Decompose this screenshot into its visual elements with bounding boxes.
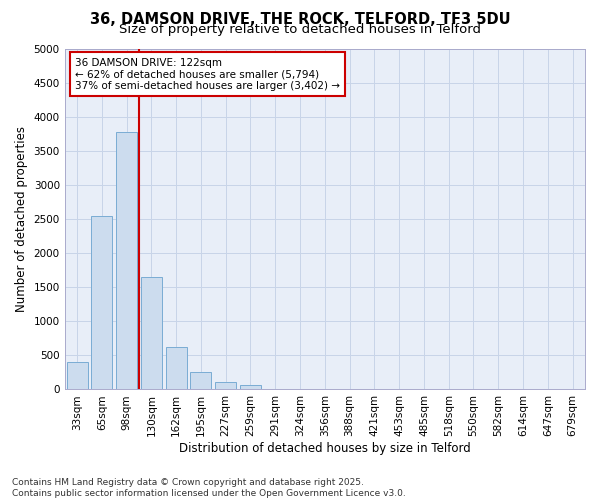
Bar [240, 386, 261, 390]
Bar [116, 132, 137, 390]
Text: Size of property relative to detached houses in Telford: Size of property relative to detached ho… [119, 22, 481, 36]
Text: 36 DAMSON DRIVE: 122sqm
← 62% of detached houses are smaller (5,794)
37% of semi: 36 DAMSON DRIVE: 122sqm ← 62% of detache… [75, 58, 340, 90]
Y-axis label: Number of detached properties: Number of detached properties [15, 126, 28, 312]
Bar [67, 362, 88, 390]
Bar [215, 382, 236, 390]
Text: Contains HM Land Registry data © Crown copyright and database right 2025.
Contai: Contains HM Land Registry data © Crown c… [12, 478, 406, 498]
Bar [91, 216, 112, 390]
Bar [166, 347, 187, 390]
Text: 36, DAMSON DRIVE, THE ROCK, TELFORD, TF3 5DU: 36, DAMSON DRIVE, THE ROCK, TELFORD, TF3… [89, 12, 511, 28]
Bar [190, 372, 211, 390]
Bar [141, 277, 162, 390]
X-axis label: Distribution of detached houses by size in Telford: Distribution of detached houses by size … [179, 442, 471, 455]
